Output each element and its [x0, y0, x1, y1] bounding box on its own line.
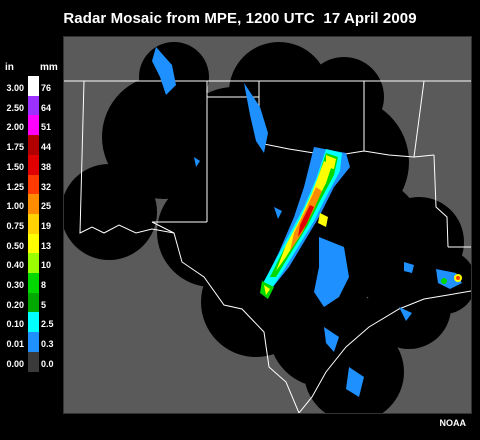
- legend-color-swatch: [28, 233, 39, 254]
- legend-inches-label: 0.40: [6, 260, 24, 271]
- legend-mm-label: 32: [41, 181, 52, 192]
- legend-mm-label: 64: [41, 102, 52, 113]
- legend-mm-label: 44: [41, 142, 52, 153]
- legend-inches-label: 0.00: [6, 358, 24, 369]
- legend-unit-mm: mm: [40, 62, 58, 73]
- legend-row: 0.00 0.0: [0, 351, 62, 372]
- legend-mm-label: 5: [41, 299, 47, 310]
- precipitation-echoes: [152, 47, 462, 397]
- legend-color-swatch: [28, 213, 39, 234]
- legend-mm-label: 76: [41, 83, 52, 93]
- map-title: Radar Mosaic from MPE, 1200 UTC 17 April…: [63, 10, 417, 27]
- legend-inches-label: 1.50: [6, 161, 24, 172]
- legend-inches-label: 0.75: [6, 220, 24, 231]
- legend-color-swatch: [28, 273, 39, 293]
- legend-inches-label: 0.10: [6, 319, 24, 330]
- legend-inches-label: 3.00: [6, 83, 24, 93]
- legend-mm-label: 0.3: [41, 339, 54, 350]
- legend-color-swatch: [28, 115, 39, 136]
- legend-row: 0.10 2.5: [0, 312, 62, 333]
- legend-row: 2.50 64: [0, 95, 62, 116]
- legend-color-swatch: [28, 76, 39, 96]
- legend-mm-label: 19: [41, 220, 52, 231]
- legend-color-swatch: [28, 194, 39, 215]
- credit-noaa: NOAA: [439, 418, 467, 428]
- legend-row: 0.30 8: [0, 273, 62, 293]
- legend-row: 0.20 5: [0, 292, 62, 313]
- legend-color-swatch: [28, 154, 39, 175]
- precipitation-legend: 3.00 76 2.50 64 2.00 51 1.75 44 1.50 38 1.25 32 1.00…: [0, 76, 62, 372]
- legend-mm-label: 8: [41, 280, 47, 290]
- legend-row: 1.25 32: [0, 174, 62, 195]
- legend-mm-label: 13: [41, 240, 52, 251]
- legend-row: 2.00 51: [0, 115, 62, 136]
- legend-row: 1.75 44: [0, 135, 62, 156]
- legend-mm-label: 10: [41, 260, 52, 271]
- state-borders: [64, 80, 471, 413]
- legend-mm-label: 51: [41, 122, 52, 133]
- legend-color-swatch: [28, 292, 39, 313]
- legend-row: 3.00 76: [0, 76, 62, 96]
- legend-row: 0.40 10: [0, 253, 62, 274]
- legend-color-swatch: [28, 174, 39, 195]
- legend-color-swatch: [28, 135, 39, 156]
- legend-row: 1.50 38: [0, 154, 62, 175]
- legend-unit-inches: in: [5, 62, 14, 73]
- legend-inches-label: 1.75: [6, 142, 24, 153]
- legend-row: 1.00 25: [0, 194, 62, 215]
- legend-inches-label: 0.50: [6, 240, 24, 251]
- legend-color-swatch: [28, 351, 39, 372]
- legend-color-swatch: [28, 312, 39, 333]
- legend-mm-label: 25: [41, 201, 52, 212]
- legend-inches-label: 0.30: [6, 280, 24, 290]
- radar-map: [63, 36, 472, 414]
- legend-row: 0.01 0.3: [0, 332, 62, 353]
- legend-mm-label: 2.5: [41, 319, 54, 330]
- legend-inches-label: 1.25: [6, 181, 24, 192]
- legend-inches-label: 2.50: [6, 102, 24, 113]
- legend-inches-label: 2.00: [6, 122, 24, 133]
- legend-inches-label: 1.00: [6, 201, 24, 212]
- legend-row: 0.75 19: [0, 213, 62, 234]
- legend-color-swatch: [28, 332, 39, 353]
- legend-inches-label: 0.01: [6, 339, 24, 350]
- legend-mm-label: 0.0: [41, 358, 54, 369]
- legend-mm-label: 38: [41, 161, 52, 172]
- legend-row: 0.50 13: [0, 233, 62, 254]
- legend-color-swatch: [28, 253, 39, 274]
- legend-color-swatch: [28, 95, 39, 116]
- radar-map-svg: [64, 42, 471, 413]
- legend-inches-label: 0.20: [6, 299, 24, 310]
